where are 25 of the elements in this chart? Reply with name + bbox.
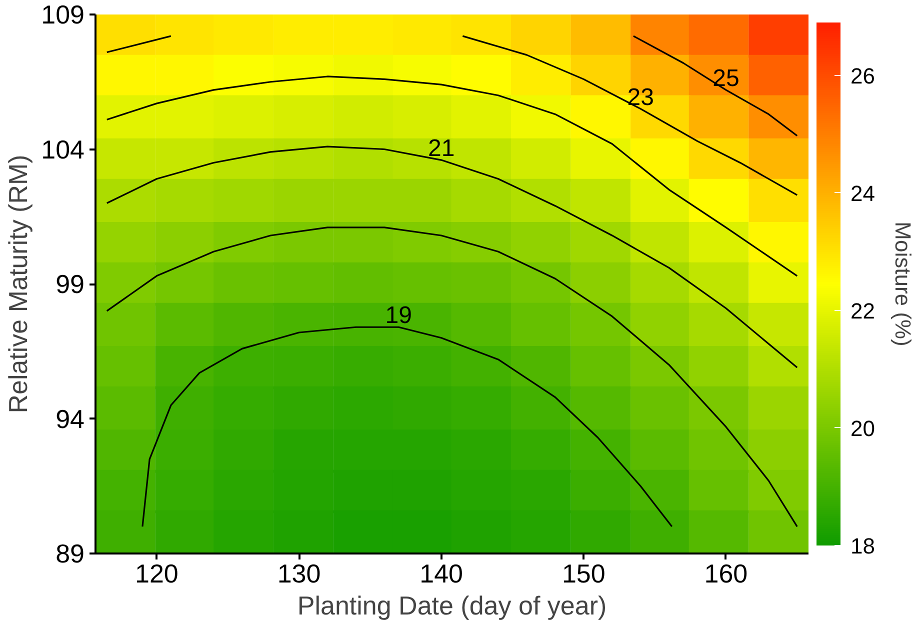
color-bar-label: 22	[850, 298, 875, 324]
y-axis-title: Relative Maturity (RM)	[3, 154, 34, 414]
line-series	[142, 326, 673, 528]
color-bar-label: 18	[850, 534, 875, 558]
series-label: 25	[712, 64, 740, 92]
series-label: 19	[385, 302, 412, 330]
line-series	[462, 35, 798, 196]
y-tick-label: 99	[56, 269, 84, 299]
color-bar-label: 26	[850, 63, 875, 88]
y-tick-label: 94	[56, 404, 84, 434]
color-bar-label: 20	[850, 416, 875, 441]
x-tick-label: 140	[420, 558, 464, 588]
x-tick-label: 120	[135, 558, 178, 588]
series-label: 23	[627, 84, 654, 111]
y-tick-label: 89	[56, 538, 84, 568]
color-bar-label: 24	[850, 180, 875, 206]
y-tick-label: 109	[41, 0, 85, 30]
line-series	[106, 226, 798, 528]
x-tick-label: 150	[562, 558, 606, 588]
x-axis-title: Planting Date (day of year)	[297, 590, 607, 620]
series-label: 21	[428, 135, 455, 162]
color-bar-title: Moisture (%)	[890, 222, 916, 346]
y-tick-label: 104	[41, 134, 85, 164]
x-tick-label: 160	[704, 558, 748, 588]
x-tick-label: 130	[277, 558, 321, 588]
